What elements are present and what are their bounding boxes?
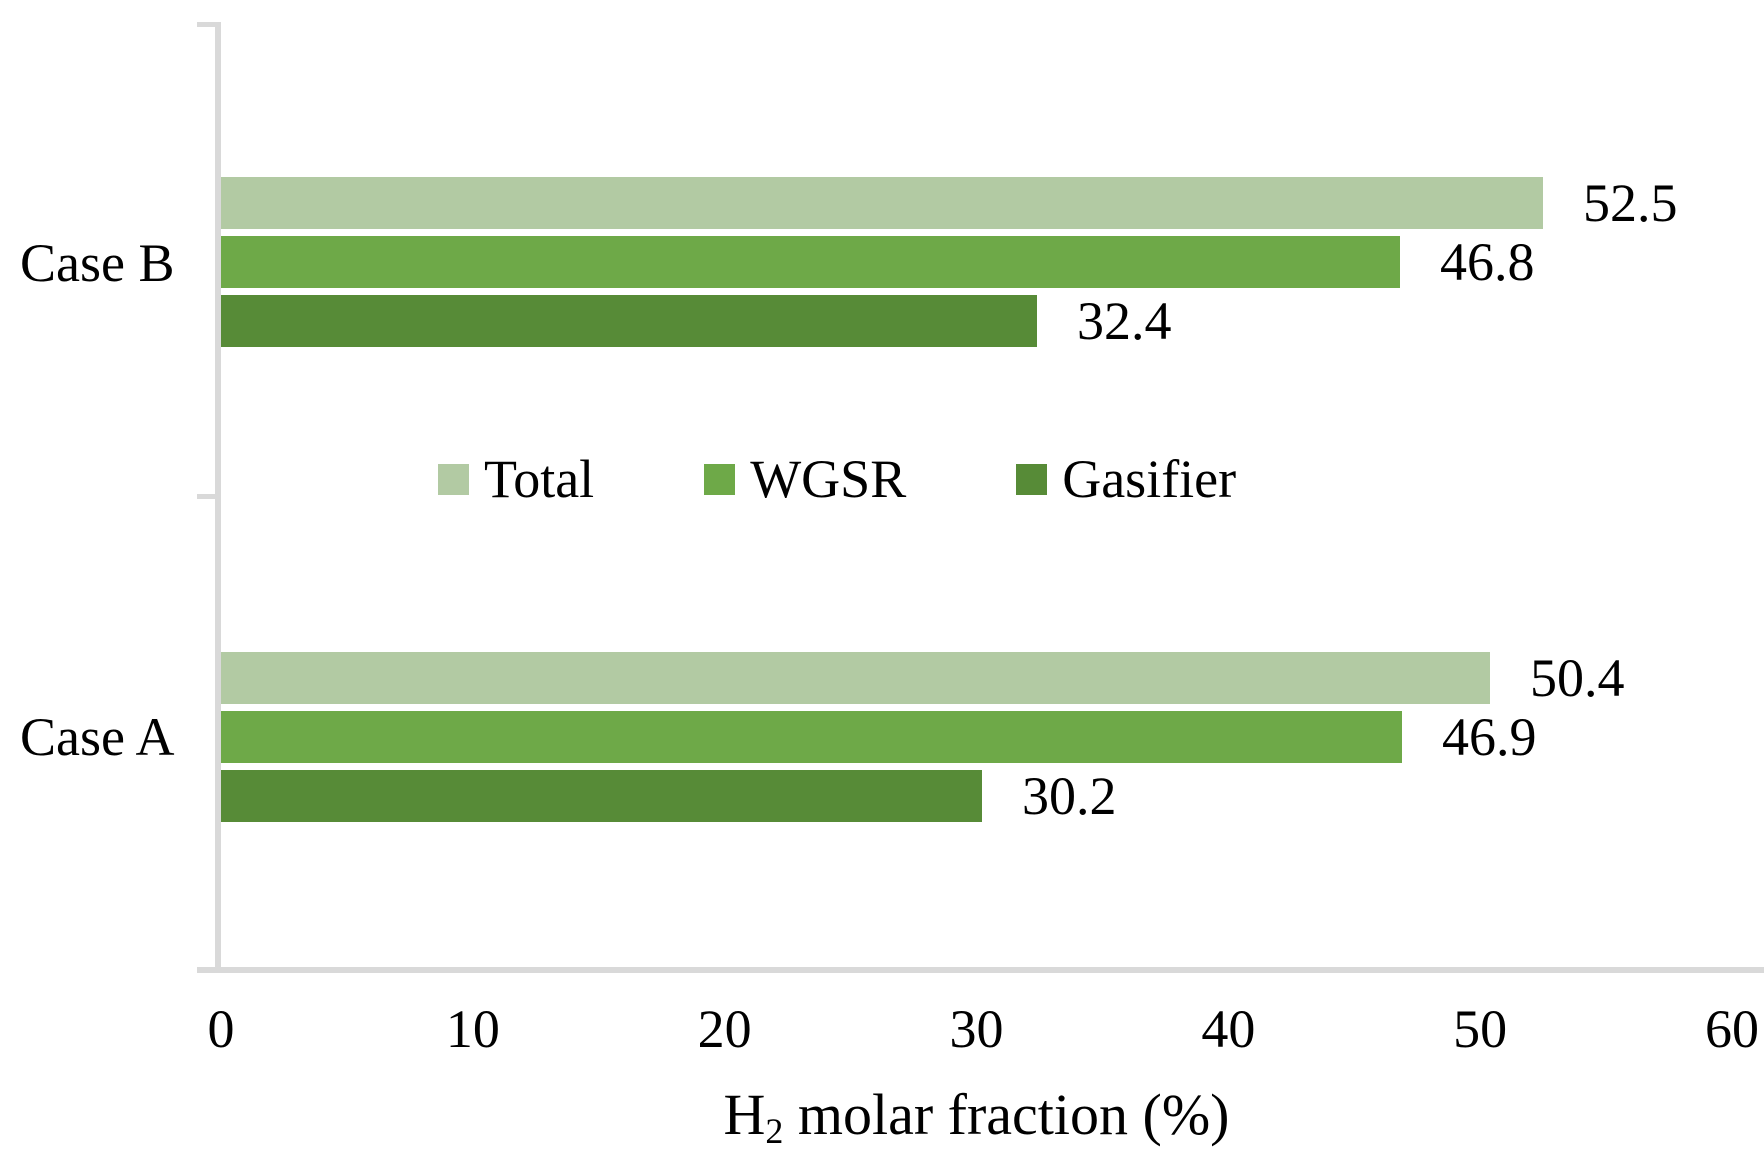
legend-label: Total: [484, 449, 595, 509]
legend-item-wgsr: WGSR: [704, 452, 906, 506]
x-axis-title-prefix: H: [723, 1082, 766, 1147]
x-tick-label-30: 30: [949, 999, 1004, 1059]
bar-total-case-a: [221, 652, 1490, 704]
x-tick-label-10: 10: [445, 999, 500, 1059]
y-axis-line: [215, 22, 221, 973]
x-tick-label-50: 50: [1453, 999, 1508, 1059]
x-axis-line: [197, 967, 1764, 973]
bar-value-label: 52.5: [1583, 173, 1678, 233]
bar-value-label: 32.4: [1077, 291, 1172, 351]
bar-wgsr-case-a: [221, 711, 1402, 763]
x-axis-title: H2 molar fraction (%): [221, 1082, 1732, 1151]
chart-legend: Total WGSR Gasifier: [438, 446, 1236, 512]
category-label-case-a: Case A: [20, 707, 175, 767]
bar-total-case-b: [221, 177, 1543, 229]
legend-label: WGSR: [750, 449, 907, 509]
x-tick-label-40: 40: [1201, 999, 1256, 1059]
bar-value-label: 46.9: [1442, 707, 1537, 767]
x-tick-label-0: 0: [207, 999, 235, 1059]
legend-swatch-icon: [438, 463, 469, 495]
bar-gasifier-case-a: [221, 770, 982, 822]
bar-value-label: 46.8: [1440, 232, 1535, 292]
y-axis-tick: [197, 22, 216, 27]
x-tick-label-60: 60: [1705, 999, 1759, 1059]
legend-label: Gasifier: [1062, 449, 1237, 509]
legend-swatch-icon: [1016, 463, 1048, 495]
legend-item-gasifier: Gasifier: [1016, 452, 1236, 506]
bar-value-label: 30.2: [1022, 766, 1117, 826]
x-tick-label-20: 20: [697, 999, 752, 1059]
bar-gasifier-case-b: [221, 295, 1037, 347]
y-axis-tick: [197, 494, 216, 499]
legend-item-total: Total: [438, 452, 594, 506]
x-axis-title-subscript: 2: [765, 1110, 784, 1151]
legend-swatch-icon: [704, 463, 736, 495]
bar-wgsr-case-b: [221, 236, 1400, 288]
x-axis-title-suffix: molar fraction (%): [783, 1082, 1230, 1147]
bar-value-label: 50.4: [1530, 648, 1625, 708]
category-label-case-b: Case B: [20, 233, 175, 293]
